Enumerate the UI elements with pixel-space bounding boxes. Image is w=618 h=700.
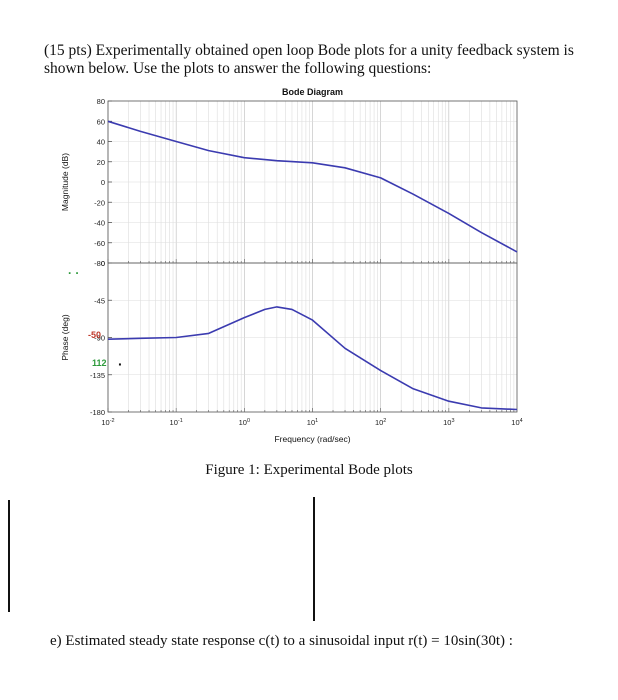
magnitude-ytick-label: 20 [97, 158, 105, 167]
chart-title: Bode Diagram [282, 87, 343, 97]
magnitude-ytick-label: -40 [94, 219, 105, 228]
phase-ytick-label: -135 [90, 371, 105, 380]
center-margin-line [313, 497, 315, 621]
annotation-green: 112 [92, 358, 107, 368]
xtick-label: 10-1 [170, 418, 183, 427]
xtick-label: 104 [511, 418, 522, 427]
magnitude-ylabel: Magnitude (dB) [60, 153, 70, 211]
magnitude-ytick-label: 80 [97, 97, 105, 106]
annotation-red: -50 [88, 330, 102, 340]
phase-ytick-label: -90 [94, 334, 105, 343]
left-margin-line [8, 500, 10, 612]
magnitude-ytick-label: 0 [101, 178, 105, 187]
magnitude-ytick-label: 60 [97, 117, 105, 126]
phase-ytick-label: 0 [101, 259, 105, 268]
part-e-label: e) [50, 633, 62, 649]
part-e-body: Estimated steady state response c(t) to … [65, 633, 513, 649]
bode-diagram: Bode Diagram 80 60 40 20 0 -20 -40 -60 -80 Magnitu… [60, 87, 523, 444]
part-e-text: e) Estimated steady state response c(t) … [50, 633, 513, 650]
xtick-label: 101 [307, 418, 318, 427]
xtick-label: 102 [375, 418, 386, 427]
magnitude-ytick-label: -60 [94, 239, 105, 248]
xtick-label: 103 [443, 418, 454, 427]
magnitude-ytick-label: -20 [94, 198, 105, 207]
magnitude-series-line [107, 120, 518, 253]
phase-ytick-label: -180 [90, 408, 105, 417]
phase-ytick-label: -45 [94, 296, 105, 305]
xtick-label: 10-2 [101, 418, 114, 427]
phase-ylabel: Phase (deg) [60, 314, 70, 360]
phase-axes-box [107, 262, 518, 413]
figure-caption: Figure 1: Experimental Bode plots [205, 462, 413, 478]
question-text: (15 pts) Experimentally obtained open lo… [44, 42, 574, 77]
phase-series-line [107, 306, 518, 411]
annotation-dot: · [118, 356, 123, 372]
magnitude-ytick-label: -80 [94, 259, 105, 268]
xtick-label: 100 [239, 418, 250, 427]
annotation-dots: · · [68, 266, 80, 280]
magnitude-ytick-label: 40 [97, 138, 105, 147]
xlabel: Frequency (rad/sec) [274, 434, 350, 444]
